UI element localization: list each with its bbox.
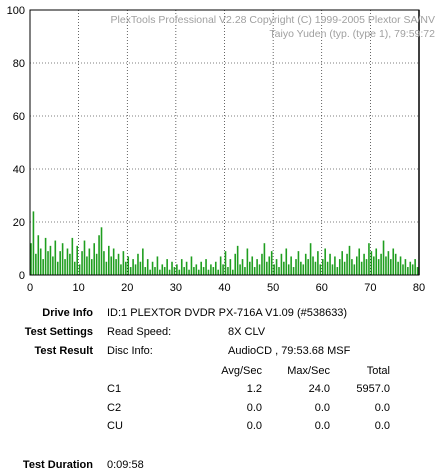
- c1-error-chart: 0 20 40 60 80 100 0 10 20 30 40 50 60 70 80 PlexTools…: [7, 5, 436, 294]
- y-tick-label: 80: [13, 58, 25, 70]
- x-tick-label: 30: [170, 282, 182, 294]
- cu-max: 0.0: [314, 420, 330, 432]
- x-tick-label: 0: [27, 282, 33, 294]
- cu-total: 0.0: [374, 420, 390, 432]
- avg-header: Avg/Sec: [221, 365, 262, 377]
- y-axis-ticks: 0 20 40 60 80 100: [7, 5, 25, 282]
- x-tick-label: 20: [121, 282, 133, 294]
- y-tick-label: 20: [13, 217, 25, 229]
- c2-avg: 0.0: [246, 402, 262, 414]
- cu-avg: 0.0: [246, 420, 262, 432]
- cu-label: CU: [107, 420, 123, 432]
- total-header: Total: [366, 365, 390, 377]
- x-tick-label: 50: [267, 282, 279, 294]
- test-settings-label: Test Settings: [24, 326, 93, 338]
- read-speed-value: 8X CLV: [228, 326, 266, 338]
- test-result-label: Test Result: [34, 345, 93, 357]
- x-tick-label: 40: [218, 282, 230, 294]
- x-tick-label: 70: [364, 282, 376, 294]
- y-tick-label: 60: [13, 111, 25, 123]
- chart-subtitle: Taiyo Yuden (typ. (type 1), 79:59:72: [269, 28, 435, 40]
- max-header: Max/Sec: [287, 365, 330, 377]
- chart-grid: [30, 10, 419, 275]
- c1-total: 5957.0: [356, 383, 390, 395]
- x-tick-label: 10: [73, 282, 85, 294]
- chart-title: PlexTools Professional V2.28 Copyright (…: [111, 14, 436, 26]
- test-duration-label: Test Duration: [22, 459, 93, 471]
- x-tick-label: 60: [316, 282, 328, 294]
- c1-max: 24.0: [308, 383, 330, 395]
- y-tick-label: 0: [19, 270, 25, 282]
- x-tick-label: 80: [413, 282, 425, 294]
- drive-info-value: ID:1 PLEXTOR DVDR PX-716A V1.09 (#538633…: [107, 307, 348, 319]
- y-tick-label: 40: [13, 164, 25, 176]
- c2-label: C2: [107, 402, 122, 414]
- read-speed-label: Read Speed:: [107, 326, 172, 338]
- disc-info-label: Disc Info:: [107, 345, 153, 357]
- drive-info-label: Drive Info: [42, 307, 93, 319]
- x-axis-ticks: 0 10 20 30 40 50 60 70 80: [27, 282, 425, 294]
- y-tick-label: 100: [7, 5, 25, 17]
- test-duration-value: 0:09:58: [107, 459, 144, 471]
- c1-avg: 1.2: [246, 383, 262, 395]
- c2-max: 0.0: [314, 402, 330, 414]
- c1-label: C1: [107, 383, 122, 395]
- chart-bars: [30, 211, 419, 275]
- c2-total: 0.0: [374, 402, 390, 414]
- disc-info-value: AudioCD , 79:53.68 MSF: [228, 345, 351, 357]
